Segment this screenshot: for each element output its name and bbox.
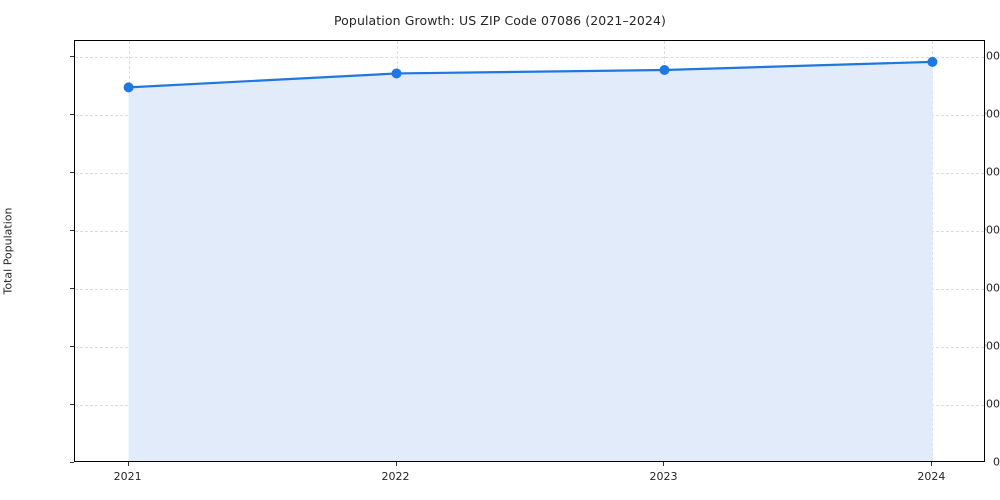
y-tick-mark <box>70 462 74 463</box>
y-tick-mark <box>70 172 74 174</box>
data-point-marker <box>659 64 670 75</box>
x-tick-label: 2022 <box>381 470 410 483</box>
x-tick-mark <box>127 462 129 466</box>
data-point-marker <box>123 82 134 93</box>
x-tick-mark <box>931 462 933 466</box>
x-tick-mark <box>663 462 665 466</box>
x-tick-label: 2021 <box>113 470 142 483</box>
y-tick-mark <box>70 114 74 116</box>
y-tick-mark <box>70 230 74 232</box>
y-tick-label: 0 <box>993 455 1000 469</box>
area-fill <box>128 61 933 461</box>
gridline-horizontal <box>75 57 984 59</box>
plot-area <box>74 40 985 462</box>
chart-title: Population Growth: US ZIP Code 07086 (20… <box>333 13 667 28</box>
data-point-marker <box>391 68 402 79</box>
y-axis-label: Total Population <box>1 207 15 295</box>
line-series <box>127 60 934 89</box>
x-tick-label: 2023 <box>649 470 678 483</box>
y-tick-mark <box>70 56 74 58</box>
data-point-marker <box>927 56 938 67</box>
y-tick-mark <box>70 404 74 406</box>
y-tick-mark <box>70 288 74 290</box>
data-point-markers <box>123 56 938 93</box>
x-tick-label: 2024 <box>917 470 946 483</box>
y-tick-mark <box>70 346 74 348</box>
gridline-vertical <box>932 41 934 461</box>
series-layer <box>123 56 938 461</box>
x-tick-mark <box>395 462 397 466</box>
